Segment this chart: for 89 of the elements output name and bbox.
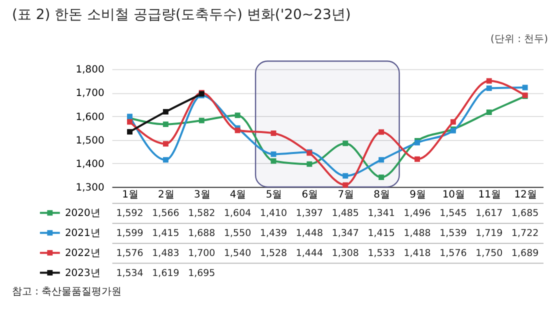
data-label: 1,576 <box>116 248 144 259</box>
data-label: 1,444 <box>296 248 323 259</box>
point <box>486 110 492 115</box>
data-label: 1,619 <box>152 268 180 279</box>
point <box>162 141 168 147</box>
point <box>342 140 348 146</box>
x-tick-label: 4월 <box>230 189 246 200</box>
legend-label: 2021년 <box>64 228 100 239</box>
chart-title: (표 2) 한돈 소비철 공급량(도축두수) 변화('20~23년) <box>12 7 351 24</box>
point <box>378 174 384 180</box>
data-label: 1,397 <box>296 208 323 219</box>
data-label: 1,722 <box>512 228 539 239</box>
data-label: 1,566 <box>152 208 180 219</box>
x-tick-label: 6월 <box>302 189 318 200</box>
point <box>342 182 348 188</box>
x-tick-label: 9월 <box>410 189 426 200</box>
data-label: 1,439 <box>260 228 288 239</box>
data-label: 1,599 <box>116 228 144 239</box>
data-label: 1,496 <box>404 208 431 219</box>
data-label: 1,539 <box>440 228 467 239</box>
point <box>414 156 420 162</box>
data-label: 1,689 <box>512 248 539 259</box>
point <box>342 173 348 179</box>
point <box>162 122 168 128</box>
data-label: 1,685 <box>512 208 539 219</box>
data-label: 1,488 <box>404 228 431 239</box>
data-label: 1,545 <box>440 208 467 219</box>
data-label: 1,750 <box>476 248 503 259</box>
y-tick-label: 1,700 <box>76 88 104 100</box>
point <box>162 157 168 163</box>
data-label: 1,347 <box>332 228 359 239</box>
point <box>378 129 384 135</box>
data-label: 1,415 <box>152 228 180 239</box>
point <box>270 130 276 136</box>
x-tick-label: 5월 <box>266 189 282 200</box>
data-label: 1,695 <box>188 268 216 279</box>
y-tick-label: 1,400 <box>76 158 104 170</box>
x-tick-label: 3월 <box>194 189 210 200</box>
point <box>162 109 168 115</box>
data-label: 1,592 <box>116 208 144 219</box>
data-label: 1,448 <box>296 228 323 239</box>
x-tick-label: 7월 <box>338 189 354 200</box>
point <box>198 118 204 124</box>
data-label: 1,485 <box>332 208 359 219</box>
point <box>378 157 384 163</box>
data-label: 1,418 <box>404 248 431 259</box>
x-tick-label: 10월 <box>442 189 466 200</box>
point <box>270 158 276 164</box>
point <box>450 119 456 125</box>
data-label: 1,719 <box>476 228 503 239</box>
point <box>127 129 132 135</box>
data-label: 1,576 <box>440 248 467 259</box>
point <box>234 112 240 118</box>
x-tick-label: 8월 <box>374 189 390 200</box>
x-tick-label: 12월 <box>514 189 537 200</box>
text: (단위 : 천두) <box>490 34 548 46</box>
text: 참고 : 축산물품질평가원 <box>12 286 122 298</box>
data-label: 1,582 <box>188 208 216 219</box>
data-label: 1,604 <box>224 208 252 219</box>
y-tick-label: 1,800 <box>76 64 104 76</box>
point <box>270 151 276 157</box>
data-label: 1,700 <box>188 248 216 259</box>
point <box>522 84 528 90</box>
data-label: 1,528 <box>260 248 288 259</box>
point <box>486 85 492 91</box>
legend-label: 2022년 <box>64 248 100 259</box>
data-label: 1,341 <box>368 208 395 219</box>
point <box>234 128 240 134</box>
data-label: 1,550 <box>224 228 252 239</box>
y-tick-label: 1,600 <box>76 112 104 123</box>
x-tick-label: 11월 <box>478 189 501 200</box>
legend-label: 2023년 <box>64 268 100 279</box>
point <box>306 161 312 167</box>
x-tick-label: 2월 <box>158 189 174 200</box>
data-label: 1,533 <box>368 248 395 259</box>
point <box>486 78 492 84</box>
y-tick-label: 1,500 <box>76 135 104 146</box>
data-label: 1,308 <box>332 248 359 259</box>
data-label: 1,415 <box>368 228 395 239</box>
data-label: 1,534 <box>116 268 144 279</box>
x-tick-label: 1월 <box>122 189 138 200</box>
point <box>127 119 132 125</box>
data-label: 1,540 <box>224 248 252 259</box>
y-tick-label: 1,300 <box>76 182 104 194</box>
legend-label: 2020년 <box>64 208 100 219</box>
data-label: 1,410 <box>260 208 288 219</box>
data-label: 1,483 <box>152 248 180 259</box>
data-label: 1,617 <box>476 208 503 219</box>
data-label: 1,688 <box>188 228 216 239</box>
